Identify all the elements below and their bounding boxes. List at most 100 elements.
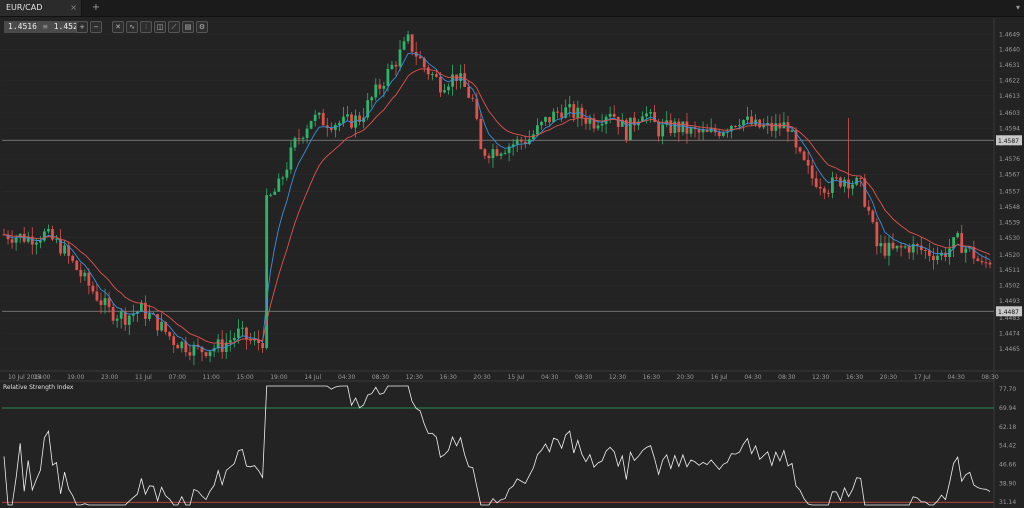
- candle-body: [709, 128, 713, 132]
- candle-body: [883, 243, 887, 256]
- y-tick-label: 1.4530: [999, 235, 1020, 242]
- settings-icon[interactable]: ⚙: [196, 21, 208, 33]
- candle-body: [859, 177, 863, 179]
- candle-body: [434, 74, 438, 77]
- candle-type-icon[interactable]: ⫶: [140, 21, 152, 33]
- template-icon[interactable]: ▤: [182, 21, 194, 33]
- candle-body: [689, 127, 693, 134]
- candle-body: [200, 346, 204, 353]
- candle-body: [734, 125, 737, 127]
- tab-eurcad[interactable]: EUR/CAD ×: [0, 0, 82, 16]
- candle-body: [616, 116, 620, 127]
- zoom-in-icon[interactable]: +: [76, 21, 88, 33]
- candle-body: [968, 247, 972, 249]
- candle-body: [10, 239, 14, 243]
- candle-body: [75, 260, 79, 270]
- x-tick-label: 16:30: [440, 374, 457, 381]
- y-tick-label: 1.4613: [999, 93, 1020, 100]
- candle-body: [329, 127, 333, 130]
- candle-body: [499, 153, 503, 156]
- y-tick-label: 1.4576: [999, 156, 1020, 163]
- candle-body: [887, 242, 891, 256]
- candle-body: [277, 178, 281, 192]
- candle-body: [681, 121, 685, 133]
- candle-body: [835, 177, 838, 179]
- candle-body: [855, 177, 859, 185]
- candle-body: [923, 250, 927, 252]
- candle-body: [14, 237, 18, 243]
- candle-body: [624, 119, 628, 140]
- x-tick-label: 04:30: [338, 374, 355, 381]
- zoom-out-icon[interactable]: −: [90, 21, 102, 33]
- x-tick-label: 23:00: [101, 374, 118, 381]
- tab-menu-icon[interactable]: ▾: [1015, 3, 1020, 12]
- candle-body: [443, 90, 446, 93]
- candle-body: [285, 169, 289, 178]
- candle-body: [208, 351, 212, 357]
- candle-body: [228, 340, 232, 343]
- candle-body: [475, 98, 479, 119]
- candle-body: [552, 111, 555, 123]
- candle-body: [30, 236, 34, 245]
- candle-body: [281, 177, 285, 179]
- candle-body: [572, 104, 576, 118]
- candle-body: [592, 118, 596, 129]
- rsi-line: [3, 385, 991, 506]
- candle-body: [697, 129, 701, 133]
- candle-body: [164, 321, 168, 332]
- candle-body: [600, 123, 604, 126]
- candle-body: [261, 343, 265, 349]
- rsi-tick-label: 31.14: [999, 499, 1016, 506]
- candle-body: [790, 130, 794, 132]
- draw-icon[interactable]: ⟋: [168, 21, 180, 33]
- candle-body: [168, 331, 172, 337]
- menu-icon[interactable]: ≡: [42, 22, 48, 31]
- candle-body: [956, 233, 960, 238]
- candle-body: [536, 125, 539, 135]
- candle-body: [568, 104, 572, 108]
- candle-body: [269, 194, 273, 196]
- candle-body: [38, 240, 42, 243]
- candle-body: [188, 352, 192, 356]
- candle-body: [374, 84, 378, 98]
- candle-body: [519, 139, 523, 142]
- candle-body: [932, 255, 935, 260]
- close-icon[interactable]: ×: [70, 3, 77, 12]
- candle-body: [738, 124, 741, 127]
- candle-body: [814, 178, 818, 187]
- candle-body: [940, 252, 943, 256]
- candle-body: [192, 344, 196, 356]
- candle-body: [447, 86, 450, 91]
- x-tick-label: 17 Jul: [914, 374, 931, 381]
- candle-body: [806, 159, 810, 166]
- candle-body: [95, 291, 99, 301]
- y-tick-label: 1.4631: [999, 62, 1020, 69]
- x-tick-label: 19:00: [67, 374, 84, 381]
- candle-body: [63, 245, 67, 254]
- candle-body: [83, 272, 87, 277]
- candle-body: [564, 107, 568, 118]
- candle-body: [851, 184, 855, 189]
- candle-body: [91, 285, 95, 292]
- candle-body: [907, 246, 911, 253]
- y-tick-label: 1.4594: [999, 125, 1020, 132]
- indicator-icon[interactable]: ∿: [126, 21, 138, 33]
- x-tick-label: 20:30: [677, 374, 694, 381]
- period-icon[interactable]: ◫: [154, 21, 166, 33]
- y-tick-label: 1.4465: [999, 346, 1020, 353]
- tab-title: EUR/CAD: [6, 3, 43, 12]
- candle-body: [160, 321, 163, 331]
- crosshair-icon[interactable]: ✕: [112, 21, 124, 33]
- rsi-tick-label: 38.90: [999, 480, 1016, 487]
- candle-body: [507, 146, 511, 153]
- candle-body: [55, 238, 58, 240]
- x-tick-label: 16:30: [846, 374, 863, 381]
- candle-body: [988, 262, 992, 265]
- candle-body: [317, 112, 321, 115]
- add-tab-icon[interactable]: +: [91, 2, 101, 13]
- rsi-tick-label: 69.94: [999, 405, 1016, 412]
- y-tick-label: 1.4502: [999, 283, 1020, 290]
- candle-body: [103, 298, 107, 305]
- candle-body: [471, 97, 475, 99]
